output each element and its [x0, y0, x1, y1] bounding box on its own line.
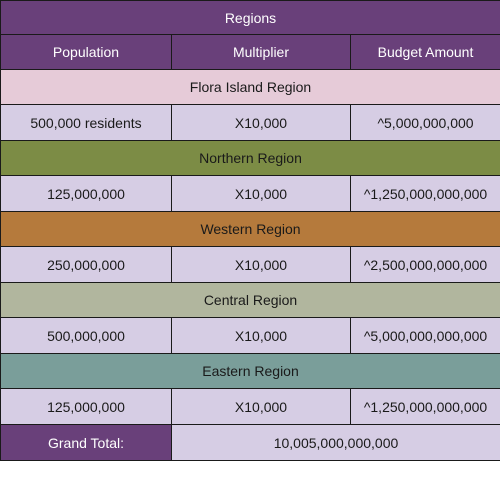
budget-cell: ^5,000,000,000	[349, 104, 500, 141]
regions-table: Regions Population Multiplier Budget Amo…	[0, 0, 500, 461]
multiplier-cell: X10,000	[171, 104, 351, 141]
header-population: Population	[0, 34, 172, 70]
multiplier-cell: X10,000	[171, 246, 351, 283]
region-band-northern: Northern Region	[0, 140, 500, 176]
title-row: Regions	[0, 0, 500, 35]
budget-cell: ^1,250,000,000,000	[349, 388, 500, 425]
region-name: Central Region	[0, 282, 500, 318]
region-row-flora-island: 500,000 residents X10,000 ^5,000,000,000	[0, 104, 500, 141]
multiplier-cell: X10,000	[171, 175, 351, 212]
region-name: Flora Island Region	[0, 69, 500, 105]
region-band-central: Central Region	[0, 282, 500, 318]
region-name: Western Region	[0, 211, 500, 247]
region-band-flora-island: Flora Island Region	[0, 69, 500, 105]
population-cell: 250,000,000	[0, 246, 172, 283]
population-cell: 125,000,000	[0, 388, 172, 425]
region-row-eastern: 125,000,000 X10,000 ^1,250,000,000,000	[0, 388, 500, 425]
region-row-central: 500,000,000 X10,000 ^5,000,000,000,000	[0, 317, 500, 354]
header-budget-amount: Budget Amount	[349, 34, 500, 70]
population-cell: 500,000,000	[0, 317, 172, 354]
header-row: Population Multiplier Budget Amount	[0, 34, 500, 70]
region-row-western: 250,000,000 X10,000 ^2,500,000,000,000	[0, 246, 500, 283]
population-cell: 500,000 residents	[0, 104, 172, 141]
multiplier-cell: X10,000	[171, 317, 351, 354]
region-band-western: Western Region	[0, 211, 500, 247]
region-row-northern: 125,000,000 X10,000 ^1,250,000,000,000	[0, 175, 500, 212]
grand-total-row: Grand Total: 10,005,000,000,000	[0, 424, 500, 461]
region-band-eastern: Eastern Region	[0, 353, 500, 389]
grand-total-value: 10,005,000,000,000	[170, 424, 500, 461]
population-cell: 125,000,000	[0, 175, 172, 212]
region-name: Eastern Region	[0, 353, 500, 389]
grand-total-label: Grand Total:	[0, 424, 172, 461]
budget-cell: ^5,000,000,000,000	[349, 317, 500, 354]
region-name: Northern Region	[0, 140, 500, 176]
multiplier-cell: X10,000	[171, 388, 351, 425]
budget-cell: ^2,500,000,000,000	[349, 246, 500, 283]
header-multiplier: Multiplier	[171, 34, 351, 70]
budget-cell: ^1,250,000,000,000	[349, 175, 500, 212]
table-title: Regions	[0, 0, 500, 35]
